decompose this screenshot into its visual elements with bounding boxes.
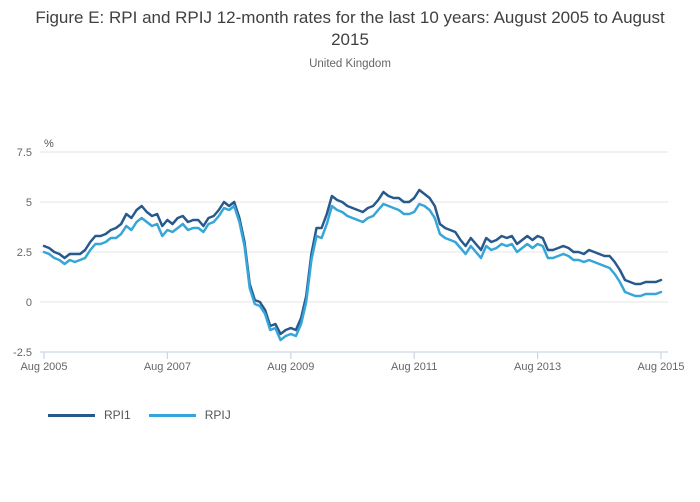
x-tick-label: Aug 2013 <box>514 361 561 373</box>
legend-item-rpi1[interactable]: RPI1 <box>48 408 131 422</box>
legend-item-rpij[interactable]: RPIJ <box>148 408 231 422</box>
y-tick-label: -2.5 <box>13 347 32 359</box>
y-tick-label: 5 <box>26 197 32 209</box>
x-tick-label: Aug 2005 <box>20 361 67 373</box>
chart-title: Figure E: RPI and RPIJ 12-month rates fo… <box>35 8 665 49</box>
legend-swatch-rpi1 <box>48 413 95 417</box>
series-line-rpi1[interactable] <box>42 188 663 336</box>
legend-label-rpi1: RPI1 <box>104 408 131 422</box>
x-tick-label: Aug 2009 <box>267 361 314 373</box>
legend-label-rpij: RPIJ <box>204 408 231 422</box>
x-tick-label: Aug 2007 <box>144 361 191 373</box>
x-tick-label: Aug 2011 <box>391 361 437 373</box>
series-line-rpij[interactable] <box>42 202 663 342</box>
y-tick-label: 0 <box>26 297 32 309</box>
y-tick-label: 7.5 <box>17 147 32 159</box>
legend-swatch-rpij <box>148 413 196 417</box>
y-tick-label: 2.5 <box>17 247 32 259</box>
x-tick-label: Aug 2015 <box>637 361 684 373</box>
legend: RPI1 RPIJ <box>48 408 231 422</box>
chart-subtitle: United Kingdom <box>309 58 391 70</box>
y-axis-unit-label: % <box>44 138 54 150</box>
